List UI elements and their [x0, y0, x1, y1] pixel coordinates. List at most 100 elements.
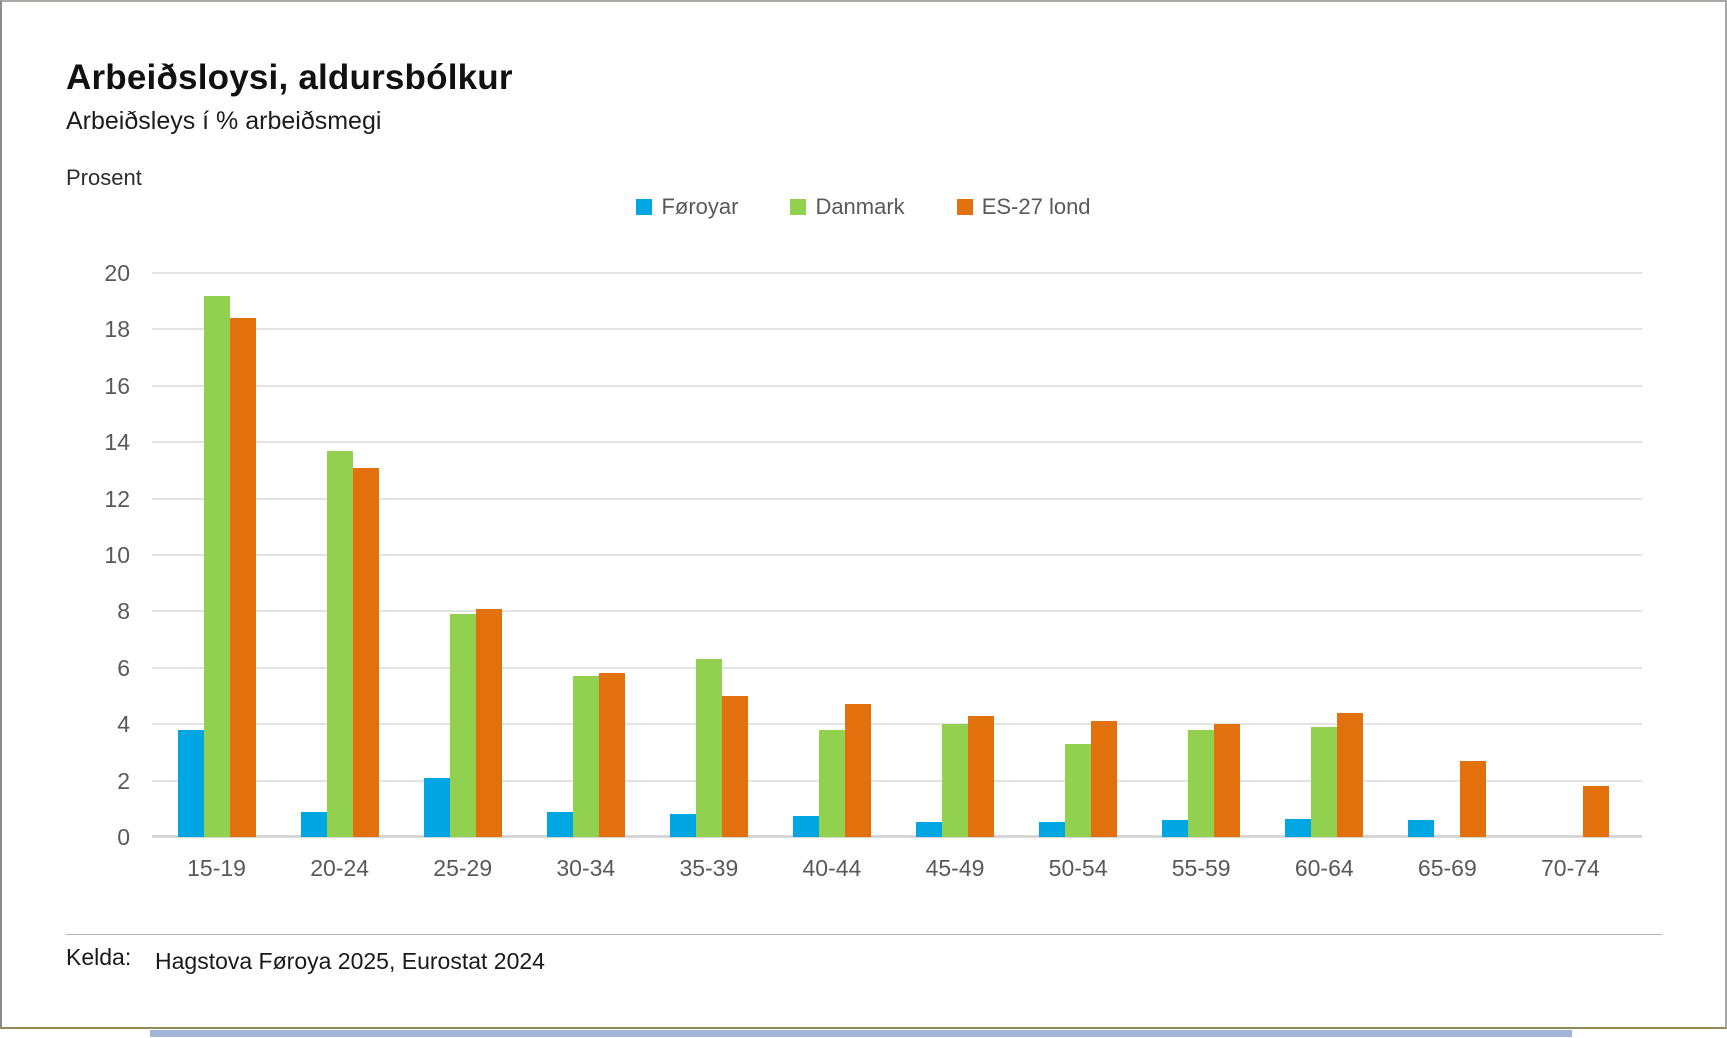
x-category-label: 20-24: [310, 855, 370, 881]
bar-Danmark-15-19: [203, 295, 230, 837]
bar-group-45-49: [893, 273, 1016, 837]
bar-ES-27 lond-15-19: [229, 318, 256, 837]
bar-group-60-64: [1263, 273, 1386, 837]
legend-label: ES-27 lond: [981, 194, 1091, 219]
bar-Føroyar-65-69: [1408, 820, 1435, 837]
bar-Danmark-25-29: [449, 614, 476, 837]
y-tick-label: 12: [104, 485, 130, 512]
x-category-label: 35-39: [679, 855, 739, 881]
plot-area: [152, 272, 1642, 838]
legend-swatch-icon: [790, 199, 807, 215]
gridline: [152, 441, 1642, 444]
bar-Danmark-60-64: [1311, 727, 1338, 837]
bar-group-40-44: [770, 273, 893, 837]
x-axis-category-labels: 15-19 20-24 25-29 30-34 35-39 40-44 45-49 50-54…: [155, 855, 1632, 882]
bar-group-15-19: [155, 273, 278, 837]
y-tick-label: 8: [117, 598, 130, 625]
y-tick-label: 18: [104, 316, 130, 343]
source-label: Kelda:: [66, 944, 132, 970]
bar-Føroyar-20-24: [300, 811, 327, 837]
bar-Føroyar-25-29: [423, 777, 450, 837]
gridline: [152, 384, 1642, 387]
legend-item-Danmark: Danmark: [790, 194, 905, 220]
gridline: [152, 779, 1642, 782]
bar-Danmark-55-59: [1188, 729, 1215, 837]
source-text: Hagstova Føroya 2025, Eurostat 2024: [155, 948, 545, 974]
bar-Føroyar-55-59: [1162, 820, 1189, 837]
x-axis-line: [152, 835, 1642, 838]
bar-group-50-54: [1017, 273, 1140, 837]
bar-Danmark-45-49: [942, 724, 968, 837]
bar-ES-27 lond-55-59: [1214, 724, 1241, 837]
bar-Føroyar-40-44: [792, 815, 819, 837]
bar-Danmark-30-34: [572, 676, 599, 837]
y-tick-label: 14: [104, 429, 130, 456]
gridline: [152, 723, 1642, 726]
bar-ES-27 lond-35-39: [721, 696, 748, 837]
chart-subtitle: Arbeiðsleys í % arbeiðsmegi: [66, 107, 382, 135]
gridline: [152, 666, 1642, 669]
x-category-label: 25-29: [433, 855, 493, 881]
gridline: [152, 272, 1642, 274]
x-category-label: 60-64: [1294, 855, 1354, 881]
y-tick-label: 4: [117, 711, 130, 738]
gridline: [152, 328, 1642, 331]
bar-ES-27 lond-60-64: [1337, 712, 1364, 837]
bar-ES-27 lond-30-34: [598, 673, 625, 837]
gridline: [152, 497, 1642, 500]
bar-ES-27 lond-50-54: [1091, 721, 1118, 837]
bar-ES-27 lond-20-24: [352, 467, 379, 837]
bar-group-65-69: [1386, 273, 1509, 837]
bar-group-35-39: [647, 273, 770, 837]
x-category-label: 50-54: [1048, 855, 1108, 881]
x-category-label: 40-44: [802, 855, 862, 881]
gridline: [152, 610, 1642, 613]
bars-area: [155, 273, 1632, 837]
legend-swatch-icon: [636, 199, 653, 215]
x-category-label: 65-69: [1417, 855, 1477, 881]
bar-Danmark-50-54: [1065, 743, 1092, 837]
footer-divider: [66, 934, 1662, 935]
x-category-label: 55-59: [1171, 855, 1231, 881]
bar-Føroyar-15-19: [177, 729, 204, 837]
bar-Føroyar-45-49: [916, 821, 942, 837]
bar-group-25-29: [401, 273, 524, 837]
y-tick-label: 6: [117, 654, 130, 681]
bottom-accent-bar: [150, 1030, 1572, 1037]
bar-group-55-59: [1140, 273, 1263, 837]
x-category-label: 30-34: [556, 855, 616, 881]
bar-group-30-34: [524, 273, 647, 837]
legend-item-Føroyar: Føroyar: [636, 194, 738, 220]
y-axis-unit-label: Prosent: [66, 165, 142, 190]
bar-Danmark-35-39: [695, 659, 722, 837]
bar-group-70-74: [1509, 273, 1632, 837]
x-category-label: 45-49: [925, 855, 985, 881]
x-category-label: 15-19: [187, 855, 246, 881]
y-tick-label: 16: [104, 372, 130, 399]
bar-group-20-24: [278, 273, 401, 837]
y-axis-tick-labels: 20 18 16 14 12 10 8 6 4 2 0: [48, 260, 130, 850]
bar-Føroyar-35-39: [669, 814, 696, 837]
chart-legend: Føroyar Danmark ES-27 lond: [0, 194, 1727, 220]
legend-item-ES-27 lond: ES-27 lond: [956, 194, 1091, 220]
legend-swatch-icon: [956, 199, 973, 215]
bar-ES-27 lond-65-69: [1460, 760, 1487, 837]
bar-Føroyar-30-34: [546, 811, 573, 837]
y-tick-label: 2: [117, 767, 130, 794]
bar-Føroyar-60-64: [1285, 818, 1312, 837]
x-category-label: 70-74: [1540, 855, 1600, 881]
chart-title: Arbeiðsloysi, aldursbólkur: [66, 58, 513, 97]
legend-label: Danmark: [815, 194, 905, 219]
bar-ES-27 lond-45-49: [968, 715, 994, 837]
bar-Danmark-20-24: [326, 450, 353, 837]
bar-Føroyar-50-54: [1039, 821, 1066, 837]
y-tick-label: 0: [117, 824, 130, 850]
y-tick-label: 20: [104, 260, 130, 286]
bar-Danmark-40-44: [818, 729, 845, 837]
legend-label: Føroyar: [661, 194, 739, 219]
gridline: [152, 554, 1642, 556]
y-tick-label: 10: [104, 542, 130, 568]
bar-ES-27 lond-40-44: [844, 704, 871, 837]
bar-ES-27 lond-25-29: [475, 608, 502, 837]
